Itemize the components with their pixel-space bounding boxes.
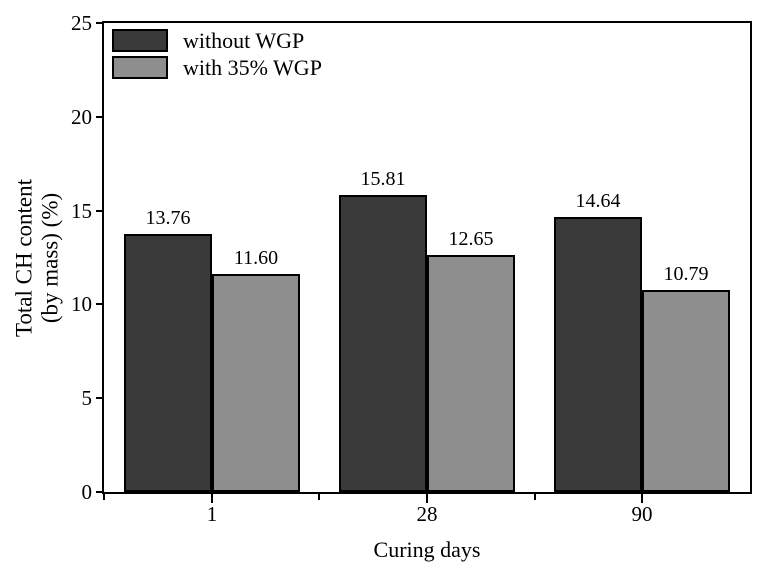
legend: without WGP with 35% WGP xyxy=(112,29,322,79)
legend-item-without-wgp: without WGP xyxy=(112,29,322,52)
y-axis-tick xyxy=(96,397,104,399)
x-axis-title: Curing days xyxy=(373,537,481,562)
x-axis-tick-label: 28 xyxy=(416,502,438,526)
bar-without-wgp-90 xyxy=(554,217,642,492)
y-axis-tick xyxy=(96,303,104,305)
legend-label-with-wgp: with 35% WGP xyxy=(183,55,322,80)
x-axis-tick-label: 1 xyxy=(206,502,218,526)
bar-with-wgp-28 xyxy=(427,255,515,492)
y-axis-tick xyxy=(96,116,104,118)
x-axis-tick xyxy=(641,494,643,503)
x-axis-minor-tick xyxy=(103,494,105,500)
y-axis-tick-label: 0 xyxy=(81,480,93,504)
legend-item-with-wgp: with 35% WGP xyxy=(112,56,322,79)
x-axis-minor-tick xyxy=(534,494,536,500)
bar-value-label: 14.64 xyxy=(575,190,621,212)
x-axis-minor-tick xyxy=(318,494,320,500)
bar-with-wgp-90 xyxy=(642,290,730,492)
bar-value-label: 11.60 xyxy=(233,247,279,269)
bar-value-label: 12.65 xyxy=(448,228,494,250)
y-axis-tick-label: 5 xyxy=(81,386,93,410)
y-axis-tick xyxy=(96,210,104,212)
legend-swatch-with-wgp-icon xyxy=(112,56,168,79)
y-axis-title-line1: Total CH content xyxy=(11,178,37,338)
x-axis-tick-label: 90 xyxy=(631,502,653,526)
bar-without-wgp-1 xyxy=(124,234,212,492)
y-axis-tick-label: 25 xyxy=(71,11,92,35)
y-axis-tick xyxy=(96,22,104,24)
bar-value-label: 13.76 xyxy=(145,207,191,229)
y-axis-tick-label: 15 xyxy=(71,199,92,223)
bar-with-wgp-1 xyxy=(212,274,300,492)
x-axis-tick xyxy=(426,494,428,503)
legend-swatch-without-wgp-icon xyxy=(112,29,168,52)
y-axis-tick xyxy=(96,491,104,493)
bar-value-label: 10.79 xyxy=(663,263,709,285)
y-axis-tick-label: 10 xyxy=(71,292,92,316)
legend-label-without-wgp: without WGP xyxy=(183,28,305,53)
bar-value-label: 15.81 xyxy=(360,168,406,190)
x-axis-tick xyxy=(211,494,213,503)
bar-without-wgp-28 xyxy=(339,195,427,492)
y-axis-tick-label: 20 xyxy=(71,105,92,129)
